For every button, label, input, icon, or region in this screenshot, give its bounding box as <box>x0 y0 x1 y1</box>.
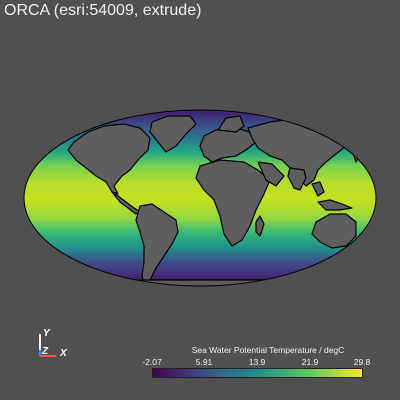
australia-landmass <box>311 213 357 249</box>
scandinavia-landmass <box>217 115 245 133</box>
colorbar-gradient <box>152 368 363 378</box>
africa-landmass <box>195 159 271 247</box>
north-america-landmass <box>67 123 151 195</box>
colorbar-tick: 13.9 <box>248 357 266 367</box>
globe-outline <box>23 109 377 287</box>
arabia-landmass <box>257 161 285 187</box>
orientation-axes-widget: Y Z X <box>39 328 68 359</box>
new-zealand-landmass <box>361 239 371 257</box>
south-america-landmass <box>135 203 179 286</box>
z-axis-label: Z <box>41 346 49 357</box>
y-axis-label: Y <box>43 328 51 339</box>
colorbar-tick: 5.91 <box>195 357 213 367</box>
view-title: ORCA (esri:54009, extrude) <box>4 2 202 19</box>
colorbar-title: Sea Water Potential Temperature / degC <box>191 345 345 355</box>
colorbar-legend: Sea Water Potential Temperature / degC -… <box>140 342 380 382</box>
colorbar-tick: -2.07 <box>142 357 162 367</box>
antarctica-landmass <box>39 279 361 286</box>
india-landmass <box>287 167 307 191</box>
southeast-asia-landmass <box>311 181 325 197</box>
indonesia-islands <box>317 199 353 211</box>
colorbar-tick: 21.9 <box>301 357 319 367</box>
x-axis-label: X <box>59 348 68 359</box>
colorbar-tick: 29.8 <box>353 357 371 367</box>
madagascar-landmass <box>255 215 265 237</box>
greenland-landmass <box>149 115 197 153</box>
